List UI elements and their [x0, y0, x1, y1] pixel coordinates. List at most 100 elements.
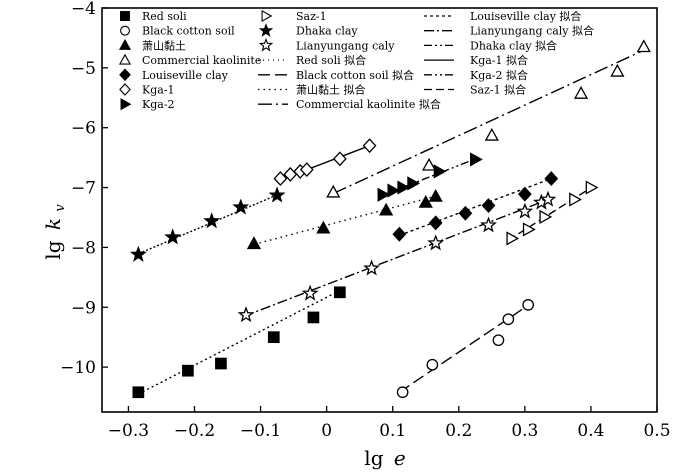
x-tick-label: −0.3 — [108, 421, 149, 441]
legend-entry-kga-2: Kga-2 — [120, 98, 175, 111]
data-point — [334, 286, 346, 299]
fit-line-lianyungang-caly — [243, 197, 552, 317]
data-point — [492, 334, 505, 347]
fit-line-red-soli — [138, 289, 341, 395]
legend-entry-kga-1: Kga-1 — [119, 83, 175, 97]
data-point — [433, 164, 447, 179]
legend-label: Dhaka clay — [296, 25, 358, 38]
x-tick-label: 0 — [321, 421, 332, 441]
series-kga-1 — [273, 138, 377, 187]
data-point — [387, 183, 401, 198]
legend-label: Kga-1 拟合 — [470, 53, 528, 67]
data-point — [299, 162, 314, 178]
series-series — [246, 188, 443, 250]
fit-line-louiseville-clay — [399, 176, 555, 237]
data-point — [246, 236, 262, 250]
legend-label: Commercial kaolinite 拟合 — [296, 97, 441, 111]
series-louiseville-clay — [392, 171, 559, 242]
x-tick-label: 0.4 — [577, 421, 604, 441]
legend-entry-series: 萧山黏土 拟合 — [258, 83, 366, 97]
x-axis-title-var: e — [394, 446, 406, 470]
legend-label: 萧山黏土 — [142, 38, 186, 52]
data-point — [379, 202, 394, 216]
series-kga-2 — [377, 152, 483, 202]
y-axis-title-main: lg — [41, 240, 65, 259]
x-tick-label: 0.1 — [379, 421, 406, 441]
legend-marker — [258, 23, 274, 37]
legend-entry-louiseville-clay: Louiseville clay — [119, 68, 229, 82]
data-point — [458, 205, 473, 221]
legend-label: Red soli — [142, 10, 187, 23]
data-point — [428, 215, 443, 231]
data-point — [544, 171, 559, 187]
y-tick-label: −7 — [71, 179, 96, 199]
data-point — [232, 198, 250, 215]
data-point — [268, 186, 286, 203]
data-point — [396, 386, 409, 399]
data-point — [480, 216, 497, 233]
data-point — [573, 86, 589, 99]
data-point — [585, 180, 599, 195]
series-lianyungang-caly — [237, 190, 557, 323]
data-point — [307, 311, 320, 324]
data-point — [332, 151, 347, 167]
data-point — [273, 171, 288, 187]
legend-label: Saz-1 拟合 — [470, 83, 526, 97]
data-point — [392, 226, 407, 242]
data-point — [132, 386, 145, 399]
y-tick-label: −5 — [71, 59, 96, 79]
x-axis-title: lg e — [364, 446, 405, 470]
data-point — [506, 231, 520, 246]
legend-entry-red-soli: Red soli — [120, 10, 187, 23]
data-point — [484, 127, 499, 141]
fit-line-series — [253, 194, 440, 246]
legend-label: 萧山黏土 拟合 — [296, 83, 366, 97]
legend-marker — [120, 25, 130, 36]
fit-line-commercial-kaolinite — [332, 48, 648, 195]
legend-label: Kga-1 — [142, 84, 175, 97]
legend-entry-louiseville-clay: Louiseville clay 拟合 — [424, 9, 581, 23]
legend-entry-lianyungang-caly: Lianyungang caly 拟合 — [424, 24, 594, 38]
legend-entry-black-cotton-soil: Black cotton soil — [120, 25, 235, 38]
legend-label: Lianyungang caly — [296, 39, 395, 52]
legend-entry-lianyungang-caly: Lianyungang caly — [258, 37, 395, 52]
data-point — [539, 209, 553, 224]
series-black-cotton-soil — [396, 299, 535, 399]
legend-label: Louiseville clay 拟合 — [470, 9, 581, 23]
legend-marker — [120, 11, 130, 21]
data-point — [502, 313, 515, 326]
data-point — [237, 306, 255, 323]
legend-marker — [261, 9, 273, 23]
data-point — [129, 245, 147, 262]
data-point — [362, 138, 377, 154]
x-tick-label: −0.1 — [240, 421, 281, 441]
legend-marker — [119, 83, 131, 96]
x-axis-title-main: lg — [364, 446, 383, 470]
data-point — [215, 357, 227, 370]
data-point — [481, 198, 496, 213]
fit-line-black-cotton-soil — [398, 302, 532, 393]
data-point — [610, 63, 625, 77]
legend-label: Kga-2 — [142, 98, 175, 111]
fit-line-saz-1 — [507, 185, 595, 241]
data-point — [397, 180, 411, 195]
data-point — [421, 157, 437, 171]
legend-entry-black-cotton-soil: Black cotton soil 拟合 — [258, 68, 414, 82]
data-point — [164, 228, 182, 245]
legend-label: Black cotton soil — [142, 25, 235, 38]
data-point — [316, 220, 331, 234]
legend-label: Black cotton soil 拟合 — [296, 68, 414, 82]
legend-label: Louiseville clay — [142, 69, 229, 82]
legend-marker — [118, 53, 132, 65]
y-axis-title-var: k — [41, 218, 65, 230]
legend-entry-series: 萧山黏土 — [118, 38, 186, 52]
data-point — [522, 299, 535, 311]
data-markers — [129, 39, 651, 399]
x-tick-label: 0.3 — [511, 421, 538, 441]
plot-frame — [101, 7, 658, 413]
data-point — [516, 202, 534, 219]
legend-marker — [258, 37, 274, 52]
legend-label: Red soli 拟合 — [296, 53, 366, 67]
legend-label: Commercial kaolinite — [142, 54, 261, 67]
y-axis-title-sub: v — [53, 204, 68, 212]
